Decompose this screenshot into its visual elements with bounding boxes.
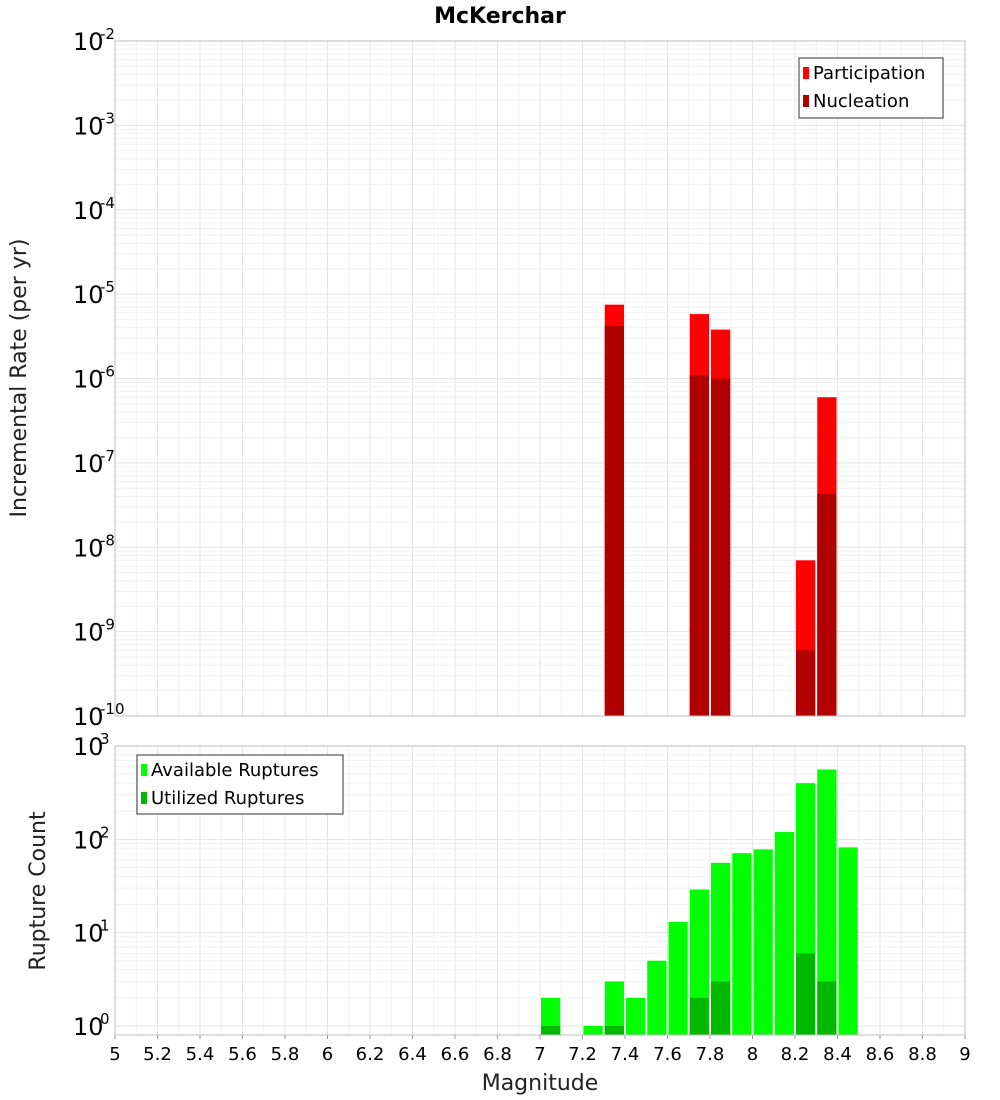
chart-title: McKerchar (434, 4, 566, 29)
x-axis-label: Magnitude (482, 1071, 599, 1096)
top-legend: Participation Nucleation (798, 57, 944, 119)
available-ruptures-bar (817, 769, 837, 1035)
available-ruptures-bar (838, 847, 858, 1035)
x-tick-label: 7.4 (611, 1044, 640, 1065)
top-y-tick-exponent: -3 (100, 109, 115, 127)
legend-swatch-available (141, 764, 147, 776)
x-tick-label: 5.6 (228, 1044, 257, 1065)
x-tick-label: 5.8 (271, 1044, 300, 1065)
bottom-y-tick-label: 10 (73, 920, 104, 948)
x-tick-label: 8.8 (908, 1044, 937, 1065)
top-y-tick-label: 10 (73, 534, 104, 562)
bottom-y-tick-exponent: 1 (100, 917, 110, 935)
nucleation-bar (604, 325, 624, 716)
top-y-tick-label: 10 (73, 450, 104, 478)
legend-label-nucleation: Nucleation (813, 91, 909, 112)
nucleation-bar (796, 650, 816, 716)
available-ruptures-bar (604, 981, 624, 1035)
utilized-ruptures-bar (689, 997, 709, 1035)
top-y-tick-exponent: -10 (100, 700, 125, 718)
top-y-tick-exponent: -6 (100, 363, 115, 381)
top-y-tick-label: 10 (73, 281, 104, 309)
x-tick-label: 6.6 (441, 1044, 470, 1065)
x-tick-label: 5.4 (186, 1044, 215, 1065)
utilized-ruptures-bar (711, 981, 731, 1035)
available-ruptures-bar (668, 922, 688, 1035)
x-tick-label: 8 (747, 1044, 758, 1065)
x-tick-label: 8.4 (823, 1044, 852, 1065)
bottom-y-tick-label: 10 (73, 733, 104, 761)
bottom-y-tick-label: 10 (73, 1013, 104, 1041)
x-tick-label: 5.2 (143, 1044, 172, 1065)
available-ruptures-bar (647, 960, 667, 1035)
x-tick-label: 6.2 (356, 1044, 385, 1065)
top-legend-box (798, 57, 944, 119)
bottom-plot-border (114, 745, 966, 1036)
x-tick-label: 7.2 (568, 1044, 597, 1065)
top-y-tick-label: 10 (73, 619, 104, 647)
x-tick-label: 6.4 (398, 1044, 427, 1065)
top-y-tick-label: 10 (73, 197, 104, 225)
x-tick-label: 6.8 (483, 1044, 512, 1065)
bottom-y-tick-label: 10 (73, 826, 104, 854)
top-y-tick-exponent: -8 (100, 531, 115, 549)
bottom-y-tick-exponent: 3 (100, 730, 110, 748)
top-plot-border (114, 40, 966, 717)
utilized-ruptures-bar (796, 953, 816, 1035)
top-bars (604, 304, 837, 716)
bottom-legend: Available Ruptures Utilized Ruptures (136, 754, 344, 815)
bottom-y-axis-label: Rupture Count (26, 811, 51, 971)
bottom-bars (541, 769, 858, 1035)
legend-label-available: Available Ruptures (151, 760, 319, 781)
top-y-tick-label: 10 (73, 366, 104, 394)
top-y-tick-exponent: -4 (100, 194, 115, 212)
available-ruptures-bar (732, 853, 752, 1035)
nucleation-bar (689, 375, 709, 716)
legend-label-participation: Participation (813, 63, 925, 84)
available-ruptures-bar (753, 849, 773, 1035)
bottom-y-tick-exponent: 0 (100, 1010, 110, 1028)
nucleation-bar (711, 378, 731, 716)
available-ruptures-bar (626, 997, 646, 1035)
top-y-tick-label: 10 (73, 28, 104, 56)
available-ruptures-bar (541, 997, 561, 1035)
x-tick-label: 6 (322, 1044, 333, 1065)
top-y-tick-exponent: -7 (100, 447, 115, 465)
bottom-x-ticks: 5 5.2 5.4 5.6 5.8 6 6.2 6.4 6.6 6.8 7 7.2 7.4 7.6 7.8 8… (109, 1035, 971, 1065)
top-y-tick-label: 10 (73, 112, 104, 140)
available-ruptures-bar (774, 831, 794, 1035)
top-grid (114, 40, 966, 717)
bottom-legend-box (136, 754, 344, 815)
x-tick-label: 9 (959, 1044, 970, 1065)
top-y-tick-exponent: -5 (100, 278, 115, 296)
legend-label-utilized: Utilized Ruptures (151, 788, 304, 809)
utilized-ruptures-bar (817, 981, 837, 1035)
top-y-tick-exponent: -9 (100, 616, 115, 634)
top-y-axis-label: Incremental Rate (per yr) (7, 239, 32, 518)
utilized-ruptures-bar (604, 1025, 624, 1035)
x-tick-label: 7.6 (653, 1044, 682, 1065)
top-y-tick-exponent: -2 (100, 25, 115, 43)
nucleation-bar (817, 493, 837, 716)
legend-swatch-utilized (141, 792, 147, 804)
x-tick-label: 8.6 (866, 1044, 895, 1065)
x-tick-label: 7.8 (696, 1044, 725, 1065)
legend-swatch-nucleation (803, 95, 809, 107)
x-tick-label: 5 (109, 1044, 120, 1065)
x-tick-label: 8.2 (781, 1044, 810, 1065)
bottom-y-tick-exponent: 2 (100, 823, 110, 841)
top-y-tick-label: 10 (73, 703, 104, 731)
x-tick-label: 7 (534, 1044, 545, 1065)
utilized-ruptures-bar (541, 1025, 561, 1035)
legend-swatch-participation (803, 67, 809, 79)
available-ruptures-bar (583, 1025, 603, 1035)
